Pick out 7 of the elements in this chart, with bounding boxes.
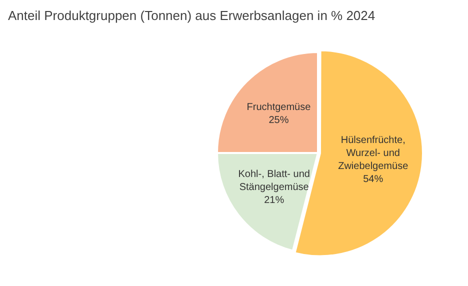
slice-label: Kohl-, Blatt- und Stängelgemüse [238, 168, 310, 193]
data-label: 25% [268, 114, 289, 126]
chart-title: Anteil Produktgruppen (Tonnen) aus Erwerbsanlagen in % 2024 [8, 8, 376, 23]
data-label: 54% [363, 174, 384, 186]
slice-label: Hülsenfrüchte, Wurzel- und Zwiebelgemüse [338, 135, 409, 172]
data-label: 21% [264, 194, 284, 206]
slice-label: Fruchtgemüse [246, 102, 312, 113]
